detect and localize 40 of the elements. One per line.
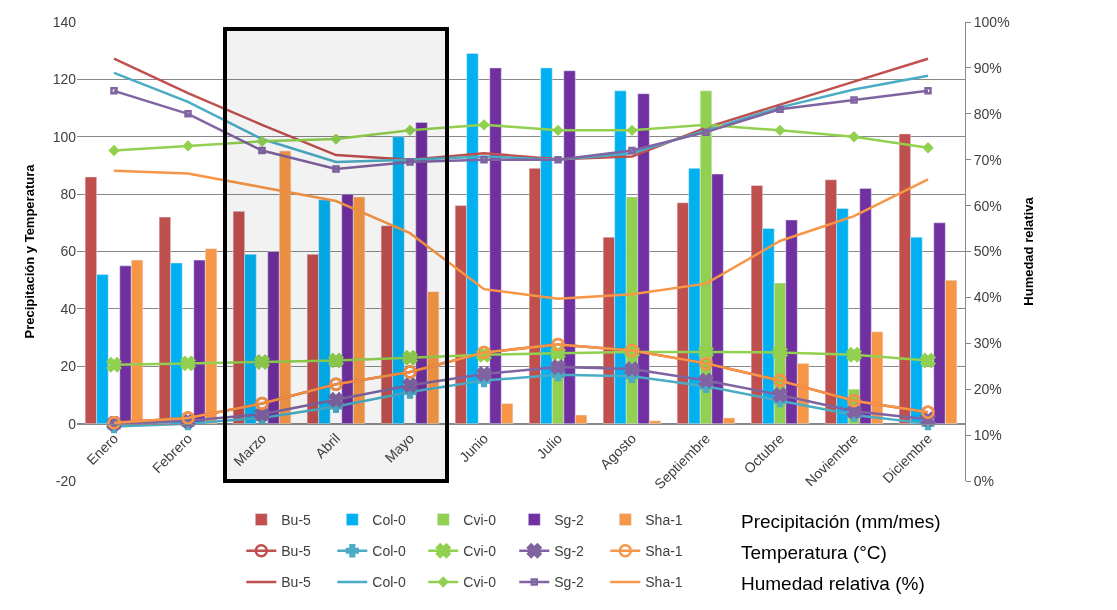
legend-label: Bu-5 [281,512,312,529]
y2-axis-title: Humedad relativa [1021,196,1037,306]
legend-label: Col-0 [372,512,406,529]
legend-label: Sg-2 [554,574,585,591]
text: Humedad relativa (%) [741,573,925,594]
legend-label: Col-0 [372,574,406,591]
y2-tick-label: 10% [973,427,1002,443]
y-tick-label: 60 [60,243,77,260]
y2-tick-label: 30% [973,335,1002,352]
y2-tick-label: 20% [973,381,1002,398]
legend-label: Sg-2 [554,543,585,560]
legend-label: Sha-1 [645,543,683,560]
legend-label: Col-0 [372,543,406,560]
y2-tick-label: 0% [973,472,995,489]
y2-tick-label: 40% [973,289,1002,306]
y2-tick-label: 50% [973,243,1002,260]
legend-label: Sha-1 [645,512,683,529]
text: Temperatura (°C) [741,542,887,563]
y-axis-title: Precipitación y Temperatura [21,163,37,339]
legend-label: Cvi-0 [463,543,497,560]
y-tick-label: 100 [52,128,77,145]
legend-label: Sg-2 [554,512,585,529]
legend-label: Cvi-0 [463,574,497,591]
legend-label: Sha-1 [645,574,683,591]
legend-label: Bu-5 [281,543,312,560]
y2-tick-label: 100% [973,13,1010,30]
y-tick-label: 20 [60,358,77,375]
y-tick-label: 140 [52,13,77,30]
y2-tick-label: 70% [973,151,1002,168]
legend-label: Bu-5 [281,574,312,591]
y-tick-label: 80 [60,186,77,203]
y-tick-label: 40 [60,300,77,317]
text: Precipitación (mm/mes) [741,511,941,532]
legend-label: Cvi-0 [463,512,497,529]
y-tick-label: 0 [68,415,77,432]
y-tick-label: 120 [52,71,77,88]
y2-tick-label: 90% [973,59,1002,76]
y2-tick-label: 60% [973,197,1002,214]
y-tick-label: -20 [55,472,77,489]
y2-tick-label: 80% [973,105,1002,122]
